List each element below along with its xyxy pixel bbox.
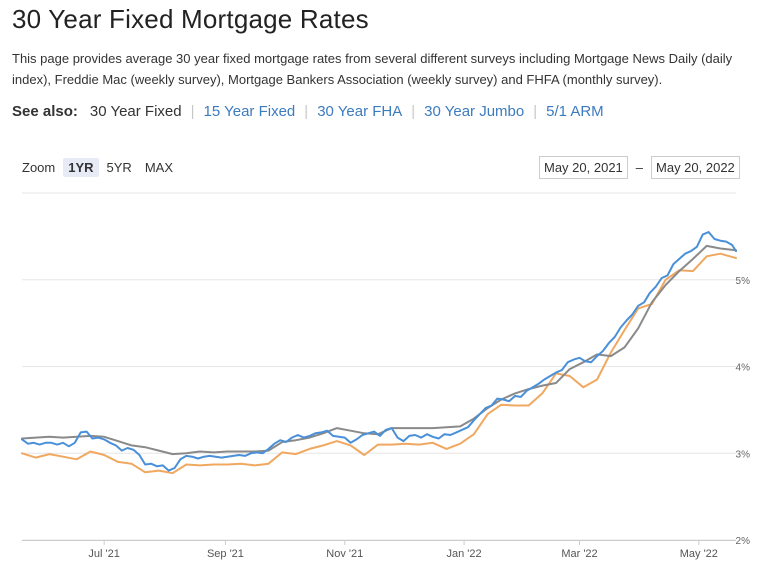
x-tick-label: Nov '21 [326,548,363,560]
page-description: This page provides average 30 year fixed… [12,51,733,87]
series-line-1 [21,244,737,456]
see-also-15-year-fixed-link[interactable]: 15 Year Fixed [203,103,296,120]
range-from-input[interactable]: May 20, 2021 [539,156,628,179]
chart-series [21,231,737,475]
y-tick-label: 3% [736,449,751,460]
see-also-5-1-arm-link[interactable]: 5/1 ARM [546,103,604,120]
see-also-30-year-jumbo-link[interactable]: 30 Year Jumbo [424,103,525,120]
series-line-0 [21,231,737,472]
x-tick-label: Jan '22 [447,548,482,560]
x-tick-label: May '22 [680,548,718,560]
zoom-controls: Zoom 1YR 5YR MAX [22,158,181,177]
zoom-label: Zoom [22,160,56,175]
see-also-30-year-fixed: 30 Year Fixed [89,103,182,120]
range-dash: – [635,160,644,175]
separator: | [533,103,538,120]
chart-grid [22,192,736,541]
x-axis: Jul '21 Sep '21 Nov '21 Jan '22 Mar '22 May '… [22,540,736,560]
y-tick-label: 4% [736,363,751,374]
zoom-1yr-button[interactable]: 1YR [63,158,99,177]
separator: | [190,103,195,120]
y-axis: 2% 3% 4% 5% [736,276,751,547]
see-also-nav: See also: 30 Year Fixed | 15 Year Fixed … [12,103,604,120]
date-range-selector: May 20, 2021 – May 20, 2022 [539,156,740,179]
x-tick-label: Sep '21 [207,548,244,560]
zoom-max-button[interactable]: MAX [144,160,173,175]
zoom-5yr-button[interactable]: 5YR [106,160,132,175]
x-tick-label: Jul '21 [88,548,119,560]
y-tick-label: 2% [736,536,751,547]
separator: | [304,103,309,120]
series-line-2 [21,252,737,475]
see-also-30-year-fha-link[interactable]: 30 Year FHA [317,103,403,120]
y-tick-label: 5% [736,276,751,287]
separator: | [411,103,416,120]
see-also-label: See also: [12,103,78,120]
x-tick-label: Mar '22 [561,548,597,560]
range-to-input[interactable]: May 20, 2022 [651,156,740,179]
page-title: 30 Year Fixed Mortgage Rates [12,4,369,34]
